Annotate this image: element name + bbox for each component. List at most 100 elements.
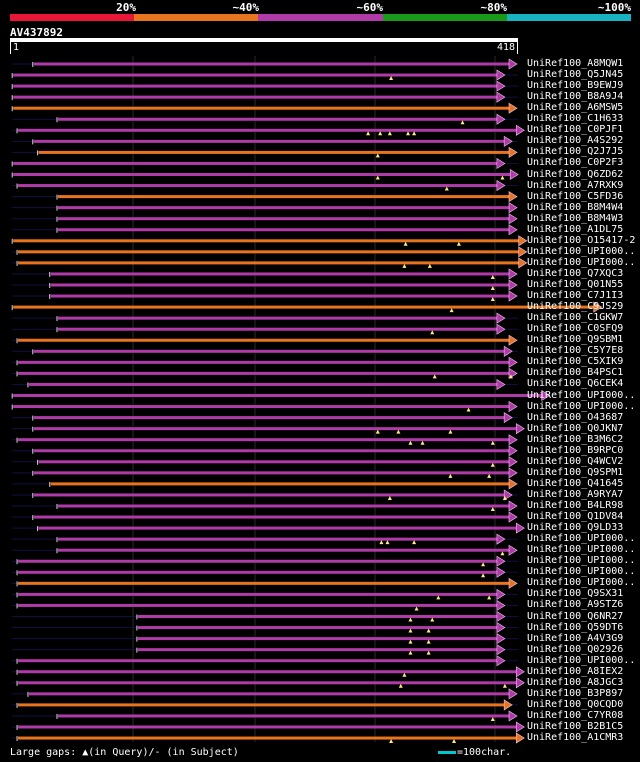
- hit-arrow: [496, 113, 506, 125]
- hit-label[interactable]: UniRef100_A4S292: [527, 135, 624, 147]
- hit-arrow: [508, 478, 518, 490]
- hit-label[interactable]: UniRef100_O43687: [527, 411, 624, 423]
- hit-label[interactable]: UniRef100_O15417-2: [527, 234, 636, 246]
- hit-label[interactable]: UniRef100_Q41645: [527, 477, 624, 489]
- hit-bar: [50, 272, 510, 276]
- hit-arrow: [496, 157, 506, 169]
- query-gap-marker: [414, 606, 419, 611]
- hit-label[interactable]: UniRef100_C0SFQ9: [527, 323, 624, 335]
- hit-label[interactable]: UniRef100_A8MQW1: [527, 58, 624, 69]
- hit-label[interactable]: UniRef100_Q9SPM1: [527, 466, 624, 478]
- hit-label[interactable]: UniRef100_B8M4W4: [527, 201, 624, 213]
- query-gap-marker: [406, 131, 411, 136]
- legend-label-80: ~80%: [480, 1, 508, 14]
- hit-label[interactable]: UniRef100_A4V3G9: [527, 632, 624, 644]
- hit-arrow: [508, 356, 518, 368]
- hit-label[interactable]: UniRef100_C7YR08: [527, 709, 624, 721]
- query-gap-marker: [490, 507, 495, 511]
- hit-label[interactable]: UniRef100_UPI000..: [527, 400, 636, 412]
- hit-label[interactable]: UniRef100_Q9SX31: [527, 588, 624, 600]
- hit-label[interactable]: UniRef100_UPI000..: [527, 654, 636, 666]
- hit-label[interactable]: UniRef100_Q02926: [527, 643, 624, 655]
- hit-label[interactable]: UniRef100_B9EWJ9: [527, 80, 624, 92]
- hit-label[interactable]: UniRef100_Q7XQC3: [527, 267, 624, 279]
- hit-label[interactable]: UniRef100_C1H633: [527, 113, 624, 125]
- hit-label[interactable]: UniRef100_C0P2F3: [527, 157, 624, 169]
- hit-bar: [18, 681, 518, 685]
- hit-label[interactable]: UniRef100_A9STZ6: [527, 599, 624, 611]
- query-gap-marker: [402, 263, 407, 268]
- hit-label[interactable]: UniRef100_B2B1C5: [527, 721, 624, 732]
- hit-label[interactable]: UniRef100_UPI000..: [527, 566, 636, 578]
- hit-bar: [137, 615, 498, 618]
- hit-label[interactable]: UniRef100_UPI000..: [527, 577, 636, 589]
- hit-label[interactable]: UniRef100_Q9LD33: [527, 522, 624, 534]
- query-gap-marker: [375, 153, 380, 158]
- hit-label[interactable]: UniRef100_C9JS29: [527, 301, 624, 313]
- hit-arrow: [515, 423, 525, 435]
- hit-label[interactable]: UniRef100_B4PSC1: [527, 367, 624, 379]
- hit-label[interactable]: UniRef100_B3M6C2: [527, 433, 624, 445]
- hit-arrow: [508, 213, 518, 225]
- hit-arrow: [508, 224, 518, 236]
- query-gap-marker: [432, 374, 437, 379]
- hit-label[interactable]: UniRef100_Q6CEK4: [527, 378, 624, 390]
- legend-swatch-red: [10, 14, 135, 21]
- hit-bar: [18, 338, 510, 342]
- hit-label[interactable]: UniRef100_UPI000..: [527, 245, 636, 257]
- query-gap-marker: [490, 297, 495, 302]
- hit-label[interactable]: UniRef100_A1CMR3: [527, 732, 624, 744]
- hit-arrow: [515, 666, 525, 678]
- query-gap-marker: [408, 617, 413, 622]
- hit-label[interactable]: UniRef100_B8M4W3: [527, 212, 624, 224]
- query-gap-marker: [452, 739, 457, 744]
- hit-arrow: [496, 566, 506, 578]
- query-gap-marker: [408, 440, 413, 445]
- hit-arrow: [508, 467, 518, 479]
- hit-label[interactable]: UniRef100_UPI000..: [527, 555, 636, 567]
- hit-arrow: [496, 378, 506, 390]
- hit-label[interactable]: UniRef100_C1GKW7: [527, 312, 624, 324]
- hit-label[interactable]: UniRef100_UPI000..: [527, 544, 636, 556]
- hit-label[interactable]: UniRef100_A8JGC3: [527, 676, 624, 688]
- hit-bar: [18, 603, 498, 607]
- hit-label[interactable]: UniRef100_UPI000..: [527, 256, 636, 268]
- hit-label[interactable]: UniRef100_B9RPC0: [527, 444, 624, 456]
- hit-label[interactable]: UniRef100_C0PJF1: [527, 124, 624, 136]
- hit-label[interactable]: UniRef100_UPI000..: [527, 389, 636, 401]
- hit-label[interactable]: UniRef100_A9RYA7: [527, 488, 624, 500]
- hit-label[interactable]: UniRef100_A7RXK9: [527, 179, 624, 191]
- hit-label[interactable]: UniRef100_UPI000..: [527, 533, 636, 545]
- hit-bar: [137, 648, 498, 652]
- hit-label[interactable]: UniRef100_Q6NR27: [527, 610, 624, 622]
- hit-label[interactable]: UniRef100_Q9SBM1: [527, 334, 624, 346]
- query-gap-marker: [449, 308, 454, 313]
- hit-label[interactable]: UniRef100_Q01N55: [527, 279, 624, 290]
- hit-label[interactable]: UniRef100_A6MSW5: [527, 102, 624, 114]
- hit-label[interactable]: UniRef100_C5Y7E8: [527, 345, 624, 357]
- hit-label[interactable]: UniRef100_Q59DT6: [527, 621, 624, 633]
- hit-arrow: [508, 511, 518, 523]
- hit-label[interactable]: UniRef100_Q2J7J5: [527, 146, 624, 158]
- hit-label[interactable]: UniRef100_Q4WCV2: [527, 455, 624, 467]
- hit-label[interactable]: UniRef100_A8IEX2: [527, 665, 624, 677]
- hit-arrow: [508, 268, 518, 280]
- hit-label[interactable]: UniRef100_C7J1I3: [527, 290, 624, 302]
- query-gap-marker: [487, 595, 492, 600]
- hit-label[interactable]: UniRef100_Q1DV84: [527, 511, 624, 523]
- hit-label[interactable]: UniRef100_Q6ZD62: [527, 168, 624, 180]
- hit-arrow: [496, 533, 506, 545]
- hit-label[interactable]: UniRef100_Q0JKN7: [527, 422, 624, 434]
- hit-label[interactable]: UniRef100_Q0CQD0: [527, 698, 624, 710]
- hit-label[interactable]: UniRef100_B8A9J4: [527, 91, 624, 103]
- hit-arrow: [508, 434, 518, 446]
- query-gap-marker: [402, 672, 407, 677]
- hit-label[interactable]: UniRef100_C5FD36: [527, 190, 624, 202]
- hit-label[interactable]: UniRef100_A1DL75: [527, 223, 624, 235]
- hit-label[interactable]: UniRef100_Q5JN45: [527, 69, 624, 81]
- hit-label[interactable]: UniRef100_C5XIK9: [527, 356, 624, 368]
- hit-bar: [18, 360, 510, 364]
- hit-label[interactable]: UniRef100_B4LR98: [527, 500, 624, 511]
- hit-label[interactable]: UniRef100_B3P897: [527, 687, 624, 699]
- hit-bar: [137, 637, 498, 641]
